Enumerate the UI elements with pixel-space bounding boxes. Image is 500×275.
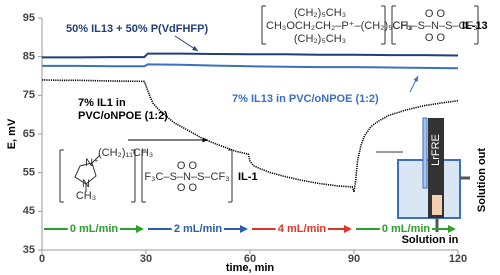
y-tick-label: 75 (23, 89, 35, 101)
structure-text: CH₃ (76, 190, 96, 202)
structure-text: CF₃–S–N–S–CF₃ (392, 20, 477, 32)
arrow-head (344, 225, 352, 233)
structure-text: N⁺ (85, 157, 99, 169)
flow-label: 0 mL/min (70, 223, 119, 235)
outlet-label: Solution out (476, 148, 488, 212)
flow-label: 2 mL/min (174, 223, 223, 235)
y-tick-label: 45 (23, 205, 35, 217)
arrow-head (136, 225, 144, 233)
flow-label: 4 mL/min (278, 223, 327, 235)
structure-text: O O (425, 32, 446, 44)
y-tick-label: 95 (23, 12, 35, 24)
imidazolium-ring (74, 162, 97, 185)
electrode (428, 118, 444, 218)
y-tick-label: 55 (23, 167, 35, 179)
series-label: 7% IL13 in PVC/oNPOE (1:2) (232, 93, 379, 105)
il1-structure (59, 149, 233, 203)
x-tick-label: 0 (39, 253, 45, 265)
x-axis-label: time, min (226, 262, 275, 274)
electrode-label: LrFRE (430, 134, 442, 166)
x-tick-label: 120 (449, 253, 467, 265)
structure-text: F₃C–S–N–S–CF₃ (144, 171, 229, 183)
series-label: 7% IL1 in PVC/oNPOE (1:2) (78, 97, 168, 122)
structure-text: IL-1 (238, 171, 258, 183)
membrane (432, 195, 442, 215)
bond (91, 154, 101, 164)
x-tick-label: 90 (348, 253, 360, 265)
structure-text: (CH₂)₅CH₃ (294, 33, 346, 45)
structure-text: O O (177, 182, 198, 194)
device-schematic (376, 117, 470, 232)
structure-text: O O (425, 8, 446, 20)
y-tick-label: 85 (23, 51, 35, 63)
arrow-head (202, 137, 208, 143)
bracket (261, 5, 479, 45)
il13-structure (261, 5, 479, 45)
structure-text: (CH₂)₅CH₃ (294, 7, 346, 19)
arrow-head (192, 46, 198, 51)
y-tick-label: 65 (23, 128, 35, 140)
arrow-head (413, 76, 418, 82)
flow-label: 0 mL/min (382, 223, 431, 235)
reference (422, 117, 428, 189)
x-tick-label: 30 (140, 253, 152, 265)
inlet-label: Solution in (402, 234, 459, 246)
arrow-head (448, 225, 456, 233)
structure-text: CH₃OCH₂CH₂–P⁺–(CH₂)₅CH₃ (266, 20, 413, 32)
structure-text: (CH₂)₁₁CH₃ (98, 147, 153, 159)
arrow-head (240, 225, 248, 233)
series-line (42, 52, 459, 59)
structure-text: O O (177, 160, 198, 172)
structure-text: N (82, 178, 90, 190)
y-axis-label: E, mV (6, 118, 18, 149)
y-tick-label: 35 (23, 244, 35, 256)
series-label: 50% IL13 + 50% P(VdFHFP) (66, 23, 209, 35)
series-line (42, 63, 459, 70)
bracket (59, 149, 233, 203)
structure-text: IL-13 (462, 20, 488, 32)
x-tick-label: 60 (244, 253, 256, 265)
series-line (41, 79, 459, 193)
